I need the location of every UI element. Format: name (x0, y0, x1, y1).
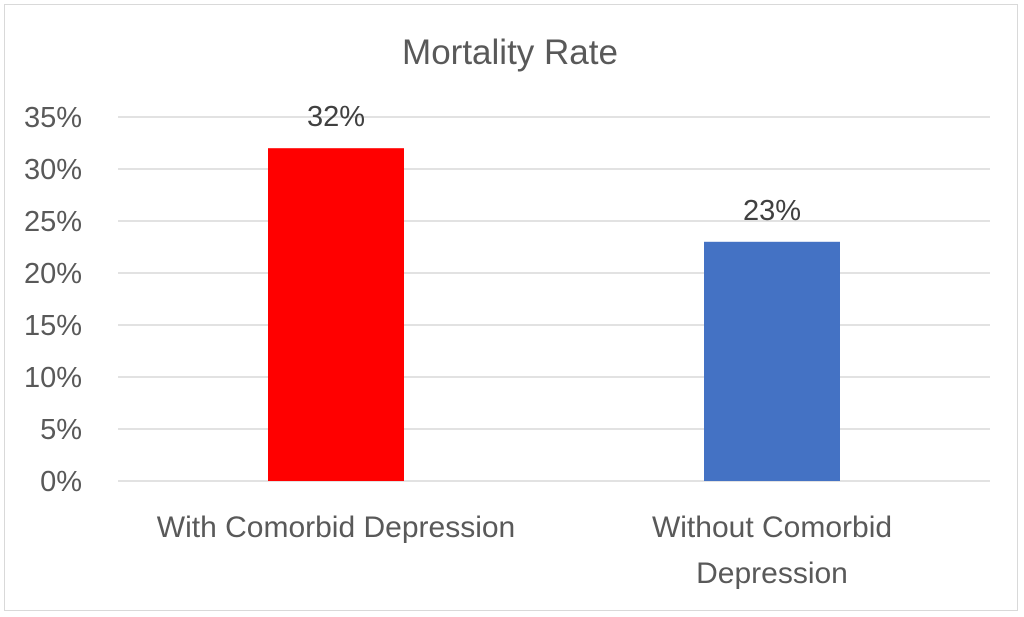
y-tick-label: 5% (40, 414, 82, 446)
data-labels: 32% 23% (307, 101, 801, 227)
y-tick-label: 15% (24, 310, 82, 342)
bar (268, 148, 404, 481)
gridlines (118, 116, 990, 482)
x-category-label: Without Comorbid (652, 511, 892, 544)
chart-frame (4, 4, 1018, 611)
bar (704, 241, 840, 481)
y-tick-label: 10% (24, 362, 82, 394)
y-tick-label: 35% (24, 102, 82, 134)
y-tick-label: 20% (24, 258, 82, 290)
y-axis-tick-labels: 0% 5% 10% 15% 20% 25% 30% 35% (24, 102, 82, 498)
y-tick-label: 0% (40, 466, 82, 498)
y-tick-label: 25% (24, 206, 82, 238)
data-label: 32% (307, 101, 365, 133)
x-category-label: Depression (696, 557, 848, 590)
x-category-label: With Comorbid Depression (157, 511, 515, 544)
x-axis-category-labels: With Comorbid Depression Without Comorbid… (157, 511, 892, 590)
chart-title: Mortality Rate (402, 33, 618, 72)
data-label: 23% (743, 195, 801, 227)
y-tick-label: 30% (24, 154, 82, 186)
bars (268, 148, 840, 481)
